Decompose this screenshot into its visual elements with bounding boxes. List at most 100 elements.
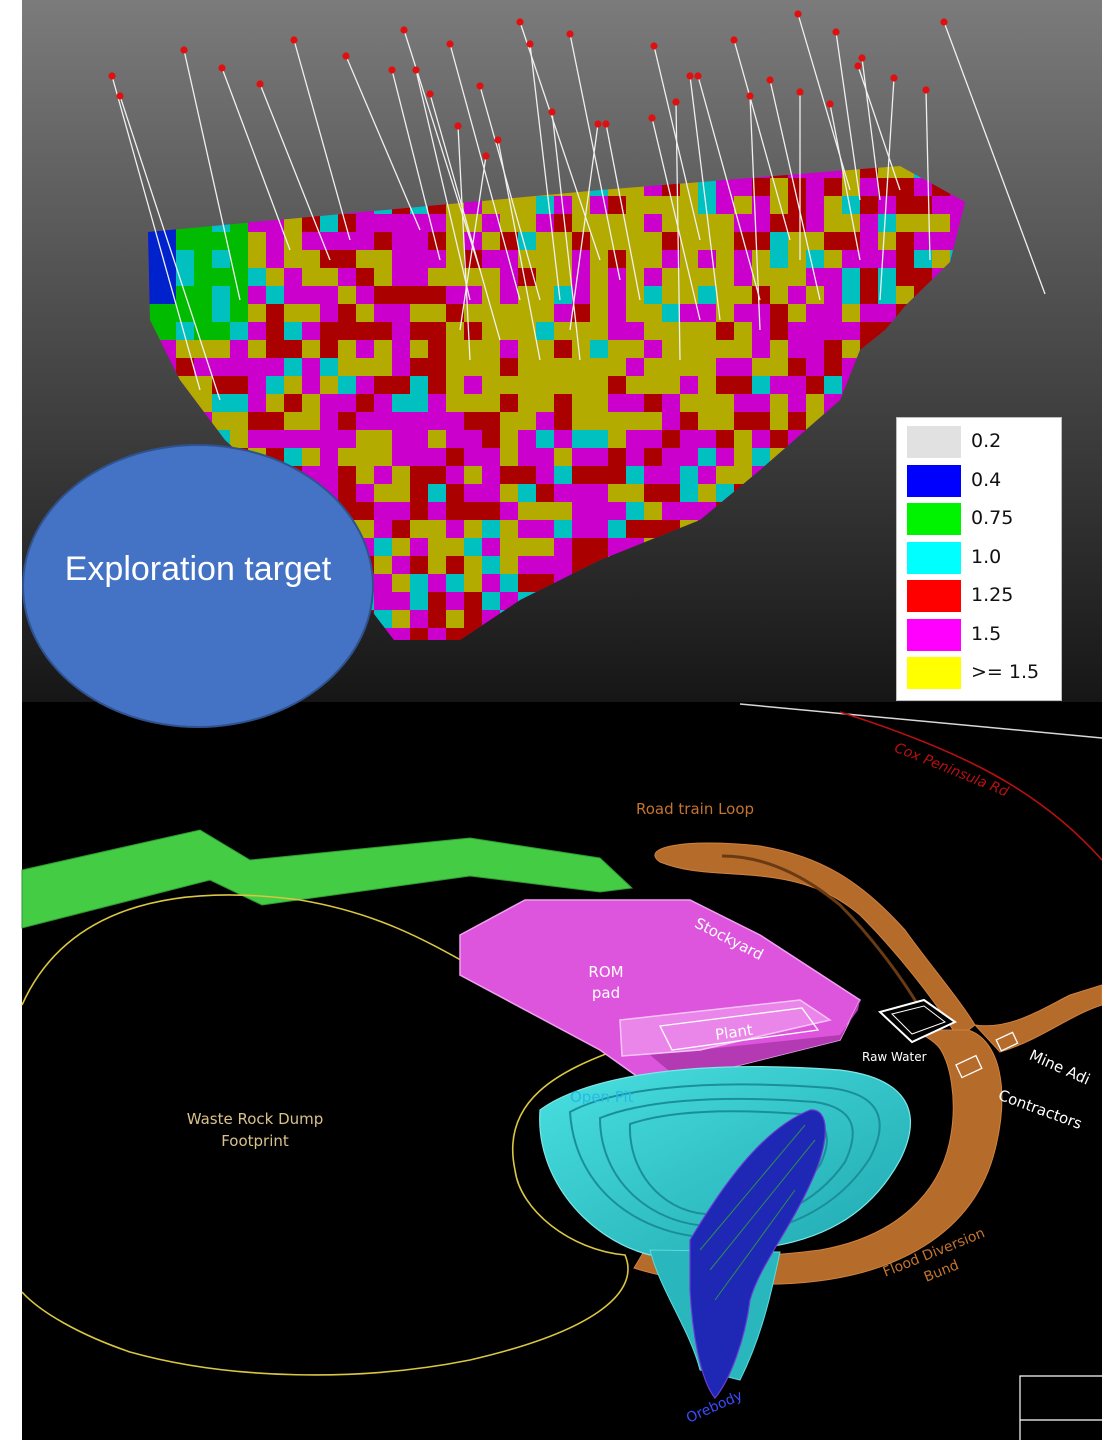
drillhole-collar [342,52,350,60]
drillhole-collar [476,82,484,90]
open-pit-label: Open Pit [570,1088,634,1106]
drillhole-collar [108,72,116,80]
grade-legend: 0.2 0.4 0.75 1.0 1.25 1.5 >= 1.5 [896,417,1062,701]
drillhole-trace [943,21,1046,295]
legend-label: 0.4 [971,468,1002,491]
drillhole-collar [922,86,930,94]
drillhole-collar [482,152,490,160]
legend-swatch [907,541,961,574]
open-pit [539,1066,911,1399]
drillhole-trace [697,75,761,301]
drillhole-collar [794,10,802,18]
legend-item: 1.25 [907,578,1057,612]
frame-corner [1019,1375,1102,1440]
drillhole-trace [111,75,201,391]
waste-rock-dump-label: Waste Rock Dump Footprint [186,1110,324,1150]
plant-outline [659,1007,820,1051]
orebody [689,1109,826,1399]
drillhole-collar [446,40,454,48]
drillhole-collar [694,72,702,80]
drillhole-trace [569,33,621,281]
legend-swatch [907,618,961,651]
rom-pad-label: ROM pad [588,963,624,1002]
drillhole-collar [548,108,556,116]
exploration-target-label: Exploration target [64,550,332,588]
legend-label: 1.5 [971,622,1002,645]
admin-building [995,1031,1019,1052]
drillhole-collar [826,100,834,108]
legend-swatch [907,580,961,612]
drillhole-trace [221,67,291,251]
drillhole-collar [766,76,774,84]
legend-swatch [907,657,961,689]
raw-water-pond [878,998,957,1044]
drillhole-trace [415,69,471,301]
legend-label: >= 1.5 [971,661,1040,683]
legend-label: 0.2 [971,430,1002,452]
drillhole-trace [391,69,441,261]
drillhole-trace [457,125,471,361]
contractors-building [955,1054,983,1079]
legend-label: 1.25 [971,584,1014,606]
drillhole-traces [108,10,1046,401]
drillhole-collar [388,66,396,74]
drillhole-trace [675,101,681,361]
drillhole-trace [519,21,601,261]
drillhole-collar [854,62,862,70]
drillhole-collar [730,36,738,44]
drillhole-collar [218,64,226,72]
drillhole-trace [829,103,861,261]
plant-platform [619,999,832,1057]
drillhole-collar [832,28,840,36]
drillhole-trace [551,111,581,361]
drillhole-collar [526,40,534,48]
legend-item: 1.5 [907,617,1057,651]
drillhole-trace [259,83,331,261]
drillhole-collar [494,136,502,144]
drillhole-collar [426,90,434,98]
legend-item: 0.4 [907,463,1057,497]
roads-and-boundaries [21,703,1102,1376]
drillhole-trace [459,155,487,331]
drillhole-collar [858,54,866,62]
drillhole-collar [594,120,602,128]
drillhole-collar [672,98,680,106]
drillhole-collar [746,92,754,100]
drillhole-trace [835,31,861,201]
loop-inner [721,854,920,1006]
drillhole-trace [769,79,821,301]
legend-item: >= 1.5 [907,655,1057,689]
drillhole-trace [345,55,421,231]
drillhole-collar [400,26,408,34]
drillhole-trace [879,77,895,301]
drillhole-collar [796,88,804,96]
legend-swatch [907,464,961,497]
drillhole-trace [449,43,521,301]
rom-pad [459,899,1019,1083]
drillhole-collar [290,36,298,44]
waste-rock-dump-boundary [21,894,629,1376]
drillhole-trace [749,95,761,331]
drillhole-collar [412,66,420,74]
drillhole-trace [479,85,541,301]
drillhole-trace [183,49,241,301]
drillhole-collar [516,18,524,26]
drillhole-collar [256,80,264,88]
drillhole-trace [429,93,501,341]
road-train-loop-label: Road train Loop [636,800,755,818]
raw-water-label: Raw Water [862,1050,927,1064]
drillhole-trace [861,57,881,201]
cox-peninsula-road-line [839,711,1102,861]
drillhole-collar [940,18,948,26]
drillhole-trace [733,39,791,241]
drillhole-collar [648,114,656,122]
drillhole-collar [602,120,610,128]
drillhole-collar [686,72,694,80]
left-margin [0,0,22,1440]
drillhole-trace [651,117,701,321]
drillhole-trace [925,89,931,261]
legend-item: 1.0 [907,540,1057,574]
legend-swatch [907,426,961,458]
legend-label: 0.75 [971,507,1014,529]
drillhole-trace [689,75,721,321]
